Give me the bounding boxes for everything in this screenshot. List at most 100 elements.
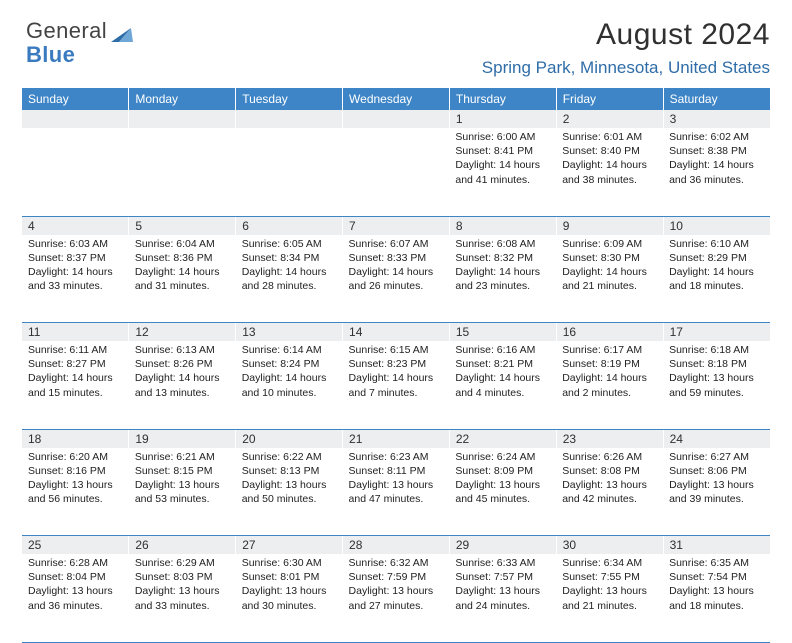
week-daynum-row: 123 (22, 110, 770, 128)
sunset-text: Sunset: 8:32 PM (455, 251, 550, 265)
daylight-text: Daylight: 13 hours (242, 584, 337, 598)
day-cell: Sunrise: 6:27 AMSunset: 8:06 PMDaylight:… (663, 448, 770, 536)
daylight-text: Daylight: 14 hours (455, 158, 550, 172)
day-info: Sunrise: 6:32 AMSunset: 7:59 PMDaylight:… (343, 554, 450, 619)
week-daynum-row: 25262728293031 (22, 536, 770, 555)
day-info: Sunrise: 6:13 AMSunset: 8:26 PMDaylight:… (129, 341, 236, 406)
daylight-text: Daylight: 14 hours (349, 265, 444, 279)
daylight-text: Daylight: 13 hours (455, 584, 550, 598)
day-number: 2 (556, 110, 663, 128)
day-cell: Sunrise: 6:13 AMSunset: 8:26 PMDaylight:… (129, 341, 236, 429)
sunset-text: Sunset: 8:40 PM (562, 144, 657, 158)
sunset-text: Sunset: 8:38 PM (669, 144, 764, 158)
day-cell: Sunrise: 6:34 AMSunset: 7:55 PMDaylight:… (556, 554, 663, 642)
day-number: 12 (129, 323, 236, 342)
daylight-text: Daylight: 13 hours (669, 584, 764, 598)
sunrise-text: Sunrise: 6:27 AM (669, 450, 764, 464)
brand-text: General Blue (26, 20, 107, 66)
day-info: Sunrise: 6:27 AMSunset: 8:06 PMDaylight:… (663, 448, 770, 513)
daylight-text: and 23 minutes. (455, 279, 550, 293)
sunset-text: Sunset: 8:03 PM (135, 570, 230, 584)
week-info-row: Sunrise: 6:11 AMSunset: 8:27 PMDaylight:… (22, 341, 770, 429)
dow-monday: Monday (129, 88, 236, 110)
day-of-week-row: Sunday Monday Tuesday Wednesday Thursday… (22, 88, 770, 110)
week-daynum-row: 11121314151617 (22, 323, 770, 342)
day-number: 4 (22, 216, 129, 235)
sunrise-text: Sunrise: 6:21 AM (135, 450, 230, 464)
day-info: Sunrise: 6:17 AMSunset: 8:19 PMDaylight:… (556, 341, 663, 406)
dow-wednesday: Wednesday (343, 88, 450, 110)
week-info-row: Sunrise: 6:28 AMSunset: 8:04 PM Daylight:… (22, 554, 770, 642)
day-cell: Sunrise: 6:15 AMSunset: 8:23 PMDaylight:… (343, 341, 450, 429)
sunset-text: Sunset: 8:24 PM (242, 357, 337, 371)
day-cell: Sunrise: 6:17 AMSunset: 8:19 PMDaylight:… (556, 341, 663, 429)
day-number: 21 (343, 429, 450, 448)
daylight-text: Daylight: 14 hours (28, 265, 123, 279)
sunrise-text: Sunrise: 6:33 AM (455, 556, 550, 570)
daylight-text: and 36 minutes. (669, 173, 764, 187)
day-info: Sunrise: 6:21 AMSunset: 8:15 PMDaylight:… (129, 448, 236, 513)
day-info: Sunrise: 6:04 AMSunset: 8:36 PMDaylight:… (129, 235, 236, 300)
sunrise-text: Sunrise: 6:05 AM (242, 237, 337, 251)
dow-tuesday: Tuesday (236, 88, 343, 110)
day-cell: Sunrise: 6:04 AMSunset: 8:36 PMDaylight:… (129, 235, 236, 323)
daylight-text: Daylight: 14 hours (349, 371, 444, 385)
sunset-text: Sunset: 8:04 PM (28, 570, 123, 584)
daylight-text: and 39 minutes. (669, 492, 764, 506)
daylight-text: and 36 minutes. (28, 599, 123, 613)
day-cell: Sunrise: 6:29 AMSunset: 8:03 PMDaylight:… (129, 554, 236, 642)
sunrise-text: Sunrise: 6:17 AM (562, 343, 657, 357)
daylight-text: and 21 minutes. (562, 279, 657, 293)
day-info: Sunrise: 6:22 AMSunset: 8:13 PMDaylight:… (236, 448, 343, 513)
daylight-text: and 18 minutes. (669, 599, 764, 613)
daylight-text: and 50 minutes. (242, 492, 337, 506)
sunset-text: Sunset: 8:27 PM (28, 357, 123, 371)
daylight-text: Daylight: 13 hours (669, 478, 764, 492)
day-number: 29 (449, 536, 556, 555)
daylight-text: Daylight: 13 hours (455, 478, 550, 492)
sunset-text: Sunset: 7:55 PM (562, 570, 657, 584)
daylight-text: and 10 minutes. (242, 386, 337, 400)
daylight-text: and 33 minutes. (135, 599, 230, 613)
sunset-text: Sunset: 8:33 PM (349, 251, 444, 265)
sunset-text: Sunset: 8:09 PM (455, 464, 550, 478)
sunset-text: Sunset: 8:41 PM (455, 144, 550, 158)
daylight-text: Daylight: 14 hours (562, 371, 657, 385)
daylight-text: and 33 minutes. (28, 279, 123, 293)
day-cell: Sunrise: 6:00 AMSunset: 8:41 PMDaylight:… (449, 128, 556, 216)
day-number: 24 (663, 429, 770, 448)
day-info: Sunrise: 6:00 AMSunset: 8:41 PMDaylight:… (449, 128, 556, 193)
daylight-text: Daylight: 13 hours (562, 478, 657, 492)
sunrise-text: Sunrise: 6:01 AM (562, 130, 657, 144)
brand-mark-icon (111, 26, 137, 50)
sunset-text: Sunset: 8:19 PM (562, 357, 657, 371)
daylight-text: and 31 minutes. (135, 279, 230, 293)
daylight-text: Daylight: 14 hours (455, 265, 550, 279)
day-info: Sunrise: 6:33 AMSunset: 7:57 PMDaylight:… (449, 554, 556, 619)
sunset-text: Sunset: 8:18 PM (669, 357, 764, 371)
sunrise-text: Sunrise: 6:34 AM (562, 556, 657, 570)
day-number: 30 (556, 536, 663, 555)
sunset-text: Sunset: 8:26 PM (135, 357, 230, 371)
sunrise-text: Sunrise: 6:00 AM (455, 130, 550, 144)
daylight-text: Daylight: 14 hours (242, 265, 337, 279)
daylight-text: and 7 minutes. (349, 386, 444, 400)
sunrise-text: Sunrise: 6:03 AM (28, 237, 123, 251)
sunrise-text: Sunrise: 6:13 AM (135, 343, 230, 357)
sunrise-text: Sunrise: 6:30 AM (242, 556, 337, 570)
day-cell: Sunrise: 6:33 AMSunset: 7:57 PMDaylight:… (449, 554, 556, 642)
day-cell: Sunrise: 6:21 AMSunset: 8:15 PMDaylight:… (129, 448, 236, 536)
sunset-text: Sunset: 8:34 PM (242, 251, 337, 265)
sunset-text: Sunset: 8:30 PM (562, 251, 657, 265)
day-cell: Sunrise: 6:08 AMSunset: 8:32 PMDaylight:… (449, 235, 556, 323)
daylight-text: Daylight: 14 hours (28, 371, 123, 385)
sunrise-text: Sunrise: 6:28 AM (28, 556, 123, 570)
day-number: 11 (22, 323, 129, 342)
day-cell: Sunrise: 6:10 AMSunset: 8:29 PMDaylight:… (663, 235, 770, 323)
day-number: 9 (556, 216, 663, 235)
sunset-text: Sunset: 8:36 PM (135, 251, 230, 265)
sunset-text: Sunset: 8:29 PM (669, 251, 764, 265)
day-number: 31 (663, 536, 770, 555)
day-cell (343, 128, 450, 216)
daylight-text: and 4 minutes. (455, 386, 550, 400)
